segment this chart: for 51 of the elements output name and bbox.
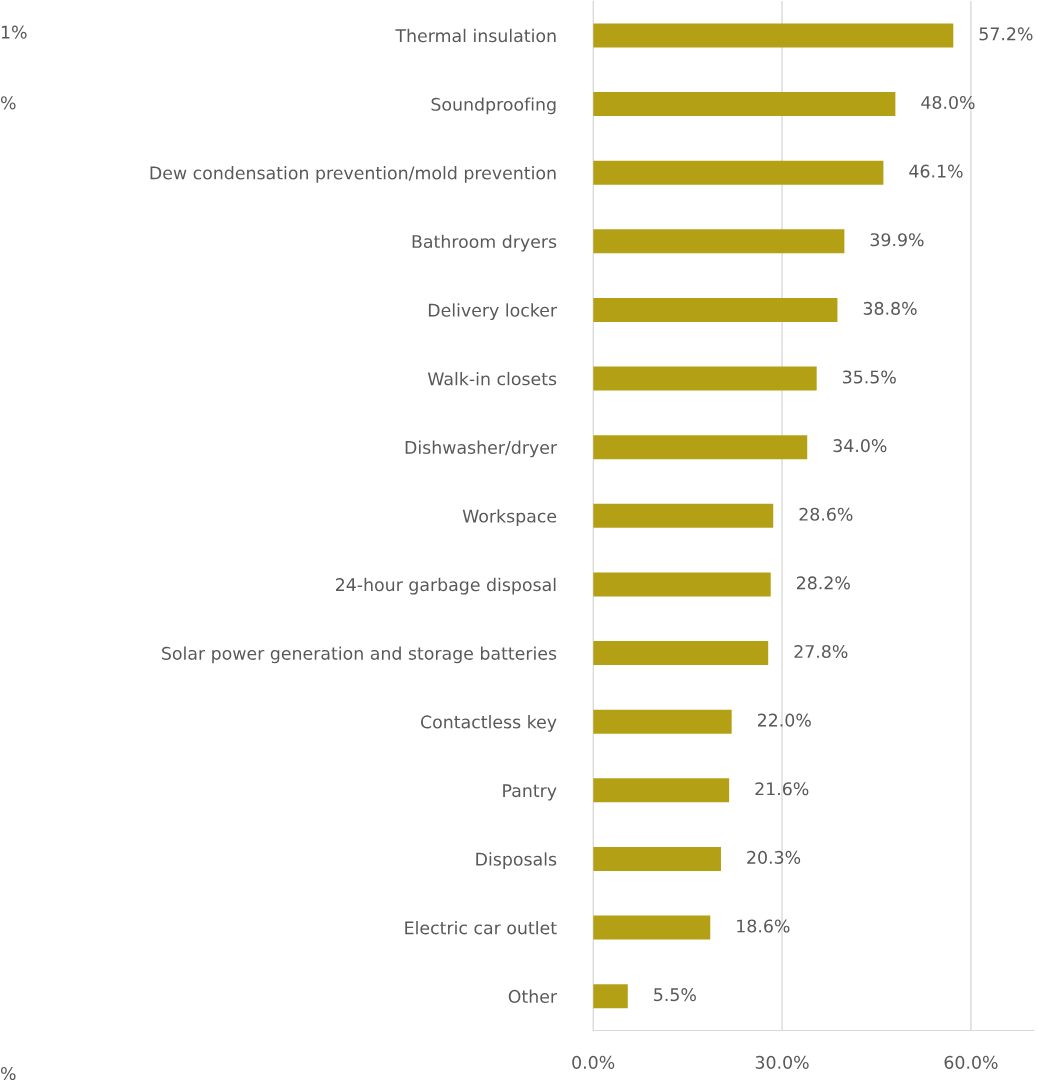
y-tick-label: 24-hour garbage disposal bbox=[335, 577, 556, 595]
data-label: 18.6% bbox=[737, 919, 790, 933]
bar bbox=[593, 160, 884, 185]
data-label: 34.0% bbox=[833, 439, 887, 453]
data-label: 22.0% bbox=[757, 713, 811, 727]
data-label: 27.8% bbox=[794, 644, 848, 659]
data-label: 21.6% bbox=[755, 782, 809, 796]
x-tick-label: 0.0% bbox=[572, 1055, 615, 1069]
bar bbox=[593, 229, 845, 254]
y-tick-label: Dishwasher/dryer bbox=[405, 440, 558, 458]
y-tick-label: Pantry bbox=[503, 784, 557, 801]
bar bbox=[593, 366, 817, 391]
bar bbox=[593, 503, 774, 528]
y-tick-label: Bathroom dryers bbox=[412, 234, 557, 252]
text: 1% bbox=[1, 25, 27, 39]
y-tick-label: Delivery locker bbox=[428, 303, 558, 321]
y-tick-label: Thermal insulation bbox=[395, 28, 556, 43]
y-tick-label: Workspace bbox=[462, 509, 557, 526]
y-tick-label: Electric car outlet bbox=[405, 920, 557, 935]
data-label: 28.2% bbox=[796, 576, 850, 590]
data-label: 57.2% bbox=[979, 27, 1033, 41]
bar bbox=[593, 297, 838, 322]
y-tick-label: Dew condensation prevention/mold prevention bbox=[150, 166, 556, 183]
y-tick-label: Walk-in closets bbox=[427, 371, 557, 386]
bar bbox=[593, 984, 628, 1009]
data-label: 28.6% bbox=[799, 507, 853, 521]
bar bbox=[593, 23, 954, 48]
data-label: 39.9% bbox=[870, 233, 924, 247]
data-label: 35.5% bbox=[843, 370, 896, 384]
bar bbox=[593, 778, 730, 803]
bar bbox=[593, 709, 732, 734]
y-tick-label: Soundproofing bbox=[431, 97, 556, 115]
y-tick-label: Other bbox=[508, 989, 558, 1004]
bar bbox=[593, 435, 808, 460]
y-tick-label: Disposals bbox=[476, 852, 557, 870]
bar bbox=[593, 641, 769, 666]
data-label: 46.1% bbox=[909, 164, 963, 178]
text: % bbox=[0, 1066, 16, 1081]
y-tick-label: Solar power generation and storage batteries bbox=[162, 646, 557, 664]
data-label: 38.8% bbox=[863, 301, 917, 315]
data-label: 5.5% bbox=[654, 988, 696, 1002]
data-label: 48.0% bbox=[921, 95, 975, 110]
x-tick-label: 60.0% bbox=[944, 1055, 998, 1069]
bar bbox=[593, 572, 771, 597]
y-tick-label: Contactless key bbox=[420, 715, 557, 732]
data-label: 20.3% bbox=[747, 850, 801, 864]
x-tick-label: 30.0% bbox=[755, 1055, 809, 1069]
bar bbox=[593, 92, 896, 117]
text: % bbox=[0, 96, 16, 110]
bar bbox=[593, 915, 711, 940]
bar bbox=[593, 846, 721, 871]
